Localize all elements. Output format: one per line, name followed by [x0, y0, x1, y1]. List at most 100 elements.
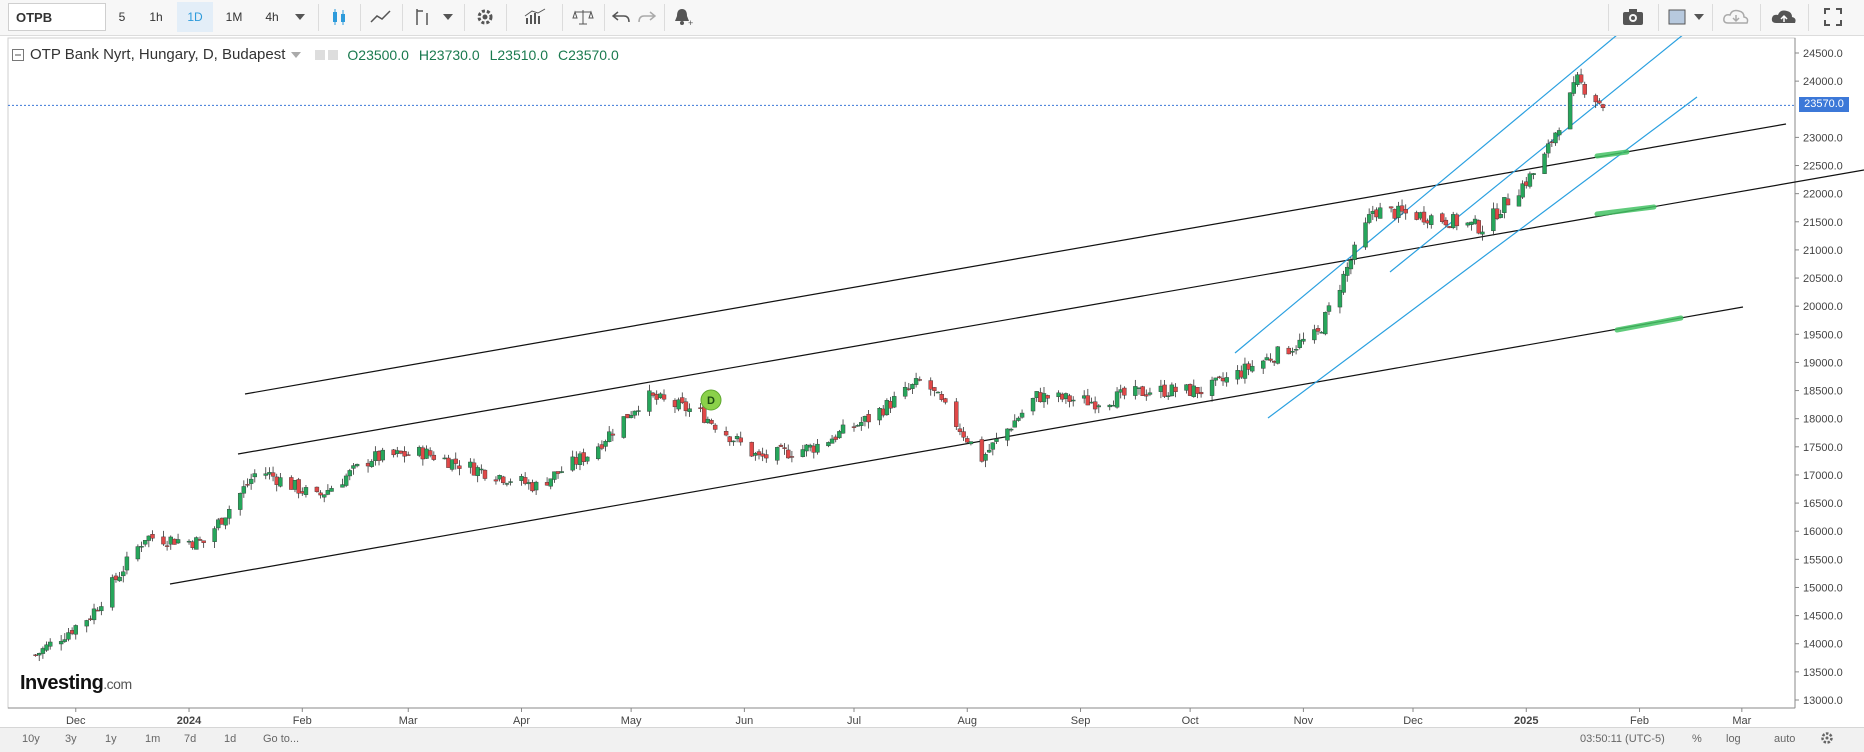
- interval-1h-button[interactable]: 1h: [149, 10, 163, 24]
- candle-down: [289, 477, 294, 490]
- candle-up: [1166, 395, 1171, 397]
- settings-button[interactable]: [470, 2, 500, 32]
- go-to-date-button[interactable]: Go to...: [263, 733, 300, 745]
- collapse-legend-icon[interactable]: [12, 48, 24, 61]
- candle-up: [1213, 377, 1218, 381]
- candle-up: [1030, 398, 1036, 412]
- price-tick-label: 15500.0: [1803, 554, 1843, 566]
- candle-up: [73, 625, 78, 635]
- candle-down: [172, 538, 177, 545]
- alert-button[interactable]: +: [668, 2, 698, 32]
- candle-up: [91, 608, 97, 621]
- time-tick-label: Aug: [957, 715, 977, 727]
- candle-down: [789, 456, 795, 458]
- interval-1m-button[interactable]: 1M: [225, 10, 243, 24]
- candle-up: [990, 442, 996, 450]
- candle-up: [40, 648, 46, 654]
- candle-up: [1111, 405, 1116, 407]
- interval-dropdown-button[interactable]: [290, 2, 310, 32]
- candle-up: [804, 444, 809, 452]
- auto-scale-button[interactable]: auto: [1774, 733, 1796, 745]
- indicators-button[interactable]: [408, 2, 438, 32]
- candle-up: [826, 442, 831, 447]
- chevron-down-icon[interactable]: [291, 51, 302, 58]
- range-1m-button[interactable]: 1m: [145, 733, 161, 745]
- cloud-save-button[interactable]: [1766, 2, 1802, 32]
- time-tick-label: Mar: [399, 715, 418, 727]
- gear-icon: [1821, 732, 1833, 744]
- candle-down: [314, 486, 320, 492]
- candle-down: [778, 444, 784, 447]
- cloud-load-button[interactable]: [1718, 2, 1754, 32]
- range-10y-button[interactable]: 10y: [22, 733, 40, 745]
- candle-up: [902, 387, 908, 397]
- bottom-bar: 10y 3y 1y 1m 7d 1d Go to... 03:50:11 (UT…: [0, 727, 1864, 752]
- candle-down: [738, 437, 743, 443]
- interval-4h-button[interactable]: 4h: [265, 10, 279, 24]
- drawing-tool-dropdown-button[interactable]: [1690, 2, 1708, 32]
- candle-down: [979, 439, 985, 462]
- candle-down: [1085, 395, 1091, 406]
- legend-buttons-icon[interactable]: [315, 49, 341, 61]
- candle-up: [1209, 379, 1215, 396]
- candle-up: [1041, 393, 1047, 403]
- indicators-dropdown-button[interactable]: [438, 2, 458, 32]
- candle-up: [110, 577, 115, 608]
- candle-down: [939, 394, 944, 400]
- time-tick-label: Mar: [1732, 715, 1751, 727]
- chevron-down-icon: [1694, 14, 1704, 20]
- candle-up: [753, 453, 758, 456]
- candle-up: [354, 463, 360, 467]
- dividend-marker: D: [700, 389, 722, 411]
- range-3y-button[interactable]: 3y: [65, 733, 77, 745]
- percent-scale-button[interactable]: %: [1692, 733, 1702, 745]
- candle-up: [1345, 266, 1350, 276]
- candle-up: [840, 424, 846, 434]
- price-tick-label: 17500.0: [1803, 442, 1843, 454]
- drawing-tool-button[interactable]: [1664, 2, 1690, 32]
- candle-down: [928, 380, 933, 390]
- candle-down: [1144, 394, 1149, 397]
- candle-style-button[interactable]: [324, 2, 354, 32]
- cloud-download-icon: [1723, 9, 1749, 24]
- symbol-input[interactable]: OTPB: [8, 3, 106, 31]
- candle-down: [219, 517, 225, 525]
- settings-icon: [477, 9, 493, 25]
- candle-up: [1366, 214, 1372, 223]
- clock-label: 03:50:11 (UTC-5): [1580, 733, 1665, 745]
- range-1d-button[interactable]: 1d: [224, 733, 237, 745]
- snapshot-button[interactable]: [1614, 2, 1652, 32]
- highlight-stroke: [1594, 204, 1657, 217]
- time-tick-label: Jul: [847, 715, 861, 727]
- candle-up: [504, 483, 510, 485]
- candle-down: [723, 431, 729, 436]
- candle-down: [701, 406, 707, 423]
- candle-up: [1472, 218, 1478, 224]
- candle-up: [44, 644, 49, 651]
- candle-down: [1045, 395, 1050, 399]
- price-tick-label: 16000.0: [1803, 526, 1843, 538]
- candle-up: [552, 471, 557, 480]
- log-scale-button[interactable]: log: [1726, 733, 1741, 745]
- price-tick-label: 24000.0: [1803, 76, 1843, 88]
- candle-down: [471, 462, 477, 476]
- price-chart[interactable]: D 24500.0 24000.0 23000.0 22500.0 22000.0 215…: [0, 36, 1864, 751]
- fullscreen-button[interactable]: [1818, 2, 1848, 32]
- range-1y-button[interactable]: 1y: [105, 733, 117, 745]
- interval-5-button[interactable]: 5: [118, 10, 126, 24]
- candle-down: [530, 482, 535, 492]
- candle-up: [194, 537, 199, 550]
- balance-button[interactable]: [568, 2, 598, 32]
- chart-settings-button[interactable]: [1820, 731, 1834, 748]
- time-tick-label: 2024: [177, 715, 202, 727]
- candle-up: [1096, 405, 1101, 408]
- candle-up: [1034, 391, 1039, 398]
- candle-up: [237, 493, 243, 510]
- undo-button[interactable]: [608, 2, 634, 32]
- line-style-button[interactable]: [366, 2, 396, 32]
- interval-1d-button[interactable]: 1D: [177, 2, 213, 32]
- redo-button[interactable]: [634, 2, 660, 32]
- candle-down: [420, 447, 426, 460]
- compare-button[interactable]: [520, 2, 550, 32]
- range-7d-button[interactable]: 7d: [184, 733, 197, 745]
